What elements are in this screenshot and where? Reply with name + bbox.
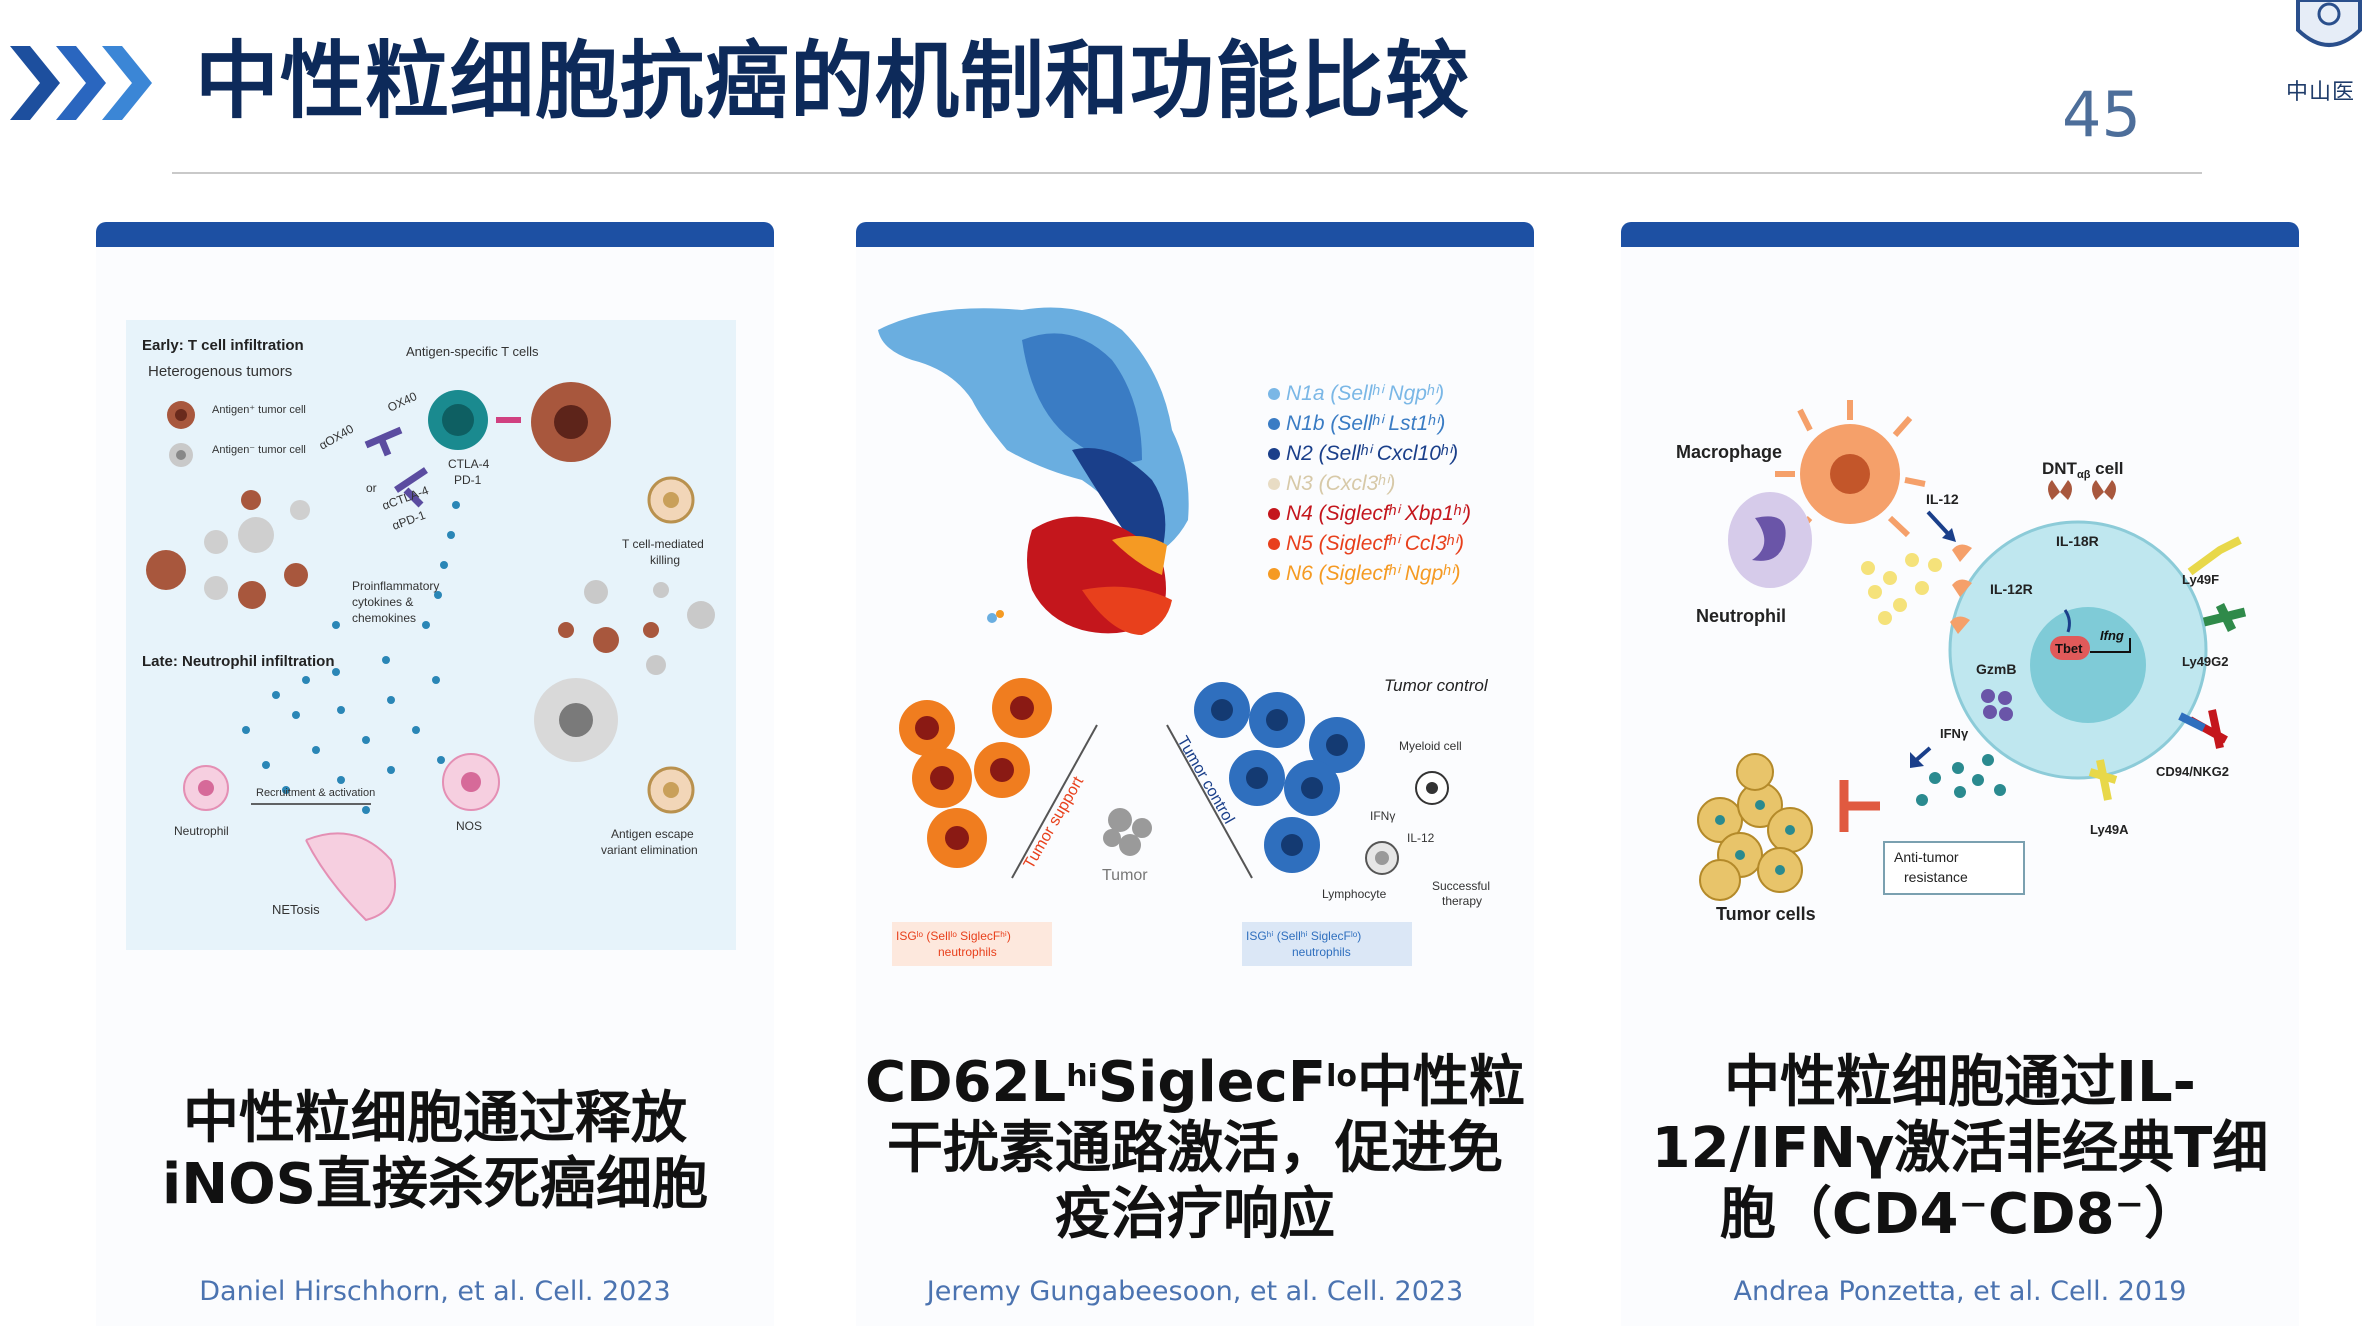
- panel-3-caption: 中性粒细胞通过IL- 12/IFNγ激活非经典T细 胞（CD4⁻CD8⁻）: [1621, 1050, 2299, 1248]
- panel-1-caption: 中性粒细胞通过释放 iNOS直接杀死癌细胞: [96, 1086, 774, 1218]
- fig1-antigen-neg: Antigen⁻ tumor cell: [212, 444, 306, 456]
- fig1-or: or: [366, 481, 377, 495]
- figure-dnt-activation: Macrophage Neutrophil IL-12 Tbet Ifng DN…: [1676, 400, 2247, 924]
- panel-2-caption-line3: 疫治疗响应: [1055, 1182, 1335, 1247]
- panel-2-bar: [856, 222, 1534, 247]
- fig2-isg-hi-l1: ISGʰⁱ (Sellʰⁱ SiglecFˡᵒ): [1246, 929, 1361, 943]
- legend-n2: N2 (Sellʰⁱ Cxcl10ʰⁱ): [1286, 442, 1458, 465]
- fig2-tumor-control-diag: Tumor control: [1174, 734, 1238, 827]
- university-logo: [2296, 0, 2362, 47]
- title-divider: [172, 172, 2202, 174]
- fig1-early-title: Early: T cell infiltration: [142, 337, 304, 354]
- fig1-recruitment: Recruitment & activation: [256, 787, 375, 799]
- panel-3-caption-line1: 中性粒细胞通过IL-: [1724, 1050, 2196, 1115]
- fig2-tumor: Tumor: [1102, 867, 1148, 884]
- fig1-hetero: Heterogenous tumors: [148, 363, 292, 380]
- panel-3-caption-line3: 胞（CD4⁻CD8⁻）: [1719, 1182, 2201, 1247]
- chevron-arrows-icon: [10, 46, 152, 120]
- fig1-cytokines-l3: chemokines: [352, 611, 416, 625]
- fig3-ly49g2: Ly49G2: [2182, 654, 2229, 669]
- panel-2-caption-line2: 干扰素通路激活，促进免: [887, 1116, 1503, 1181]
- fig2-isg-lo-l1: ISGˡᵒ (Sellˡᵒ SiglecFʰⁱ): [896, 929, 1011, 943]
- umap-legend: N1a (Sellʰⁱ Ngpʰⁱ) N1b (Sellʰⁱ Lst1ʰⁱ) N…: [1268, 382, 1471, 585]
- fig3-tbet: Tbet: [2055, 641, 2083, 656]
- panel-2-caption-line1: CD62LhiSiglecFlo中性粒: [865, 1050, 1525, 1115]
- fig2-il12: IL-12: [1407, 831, 1435, 845]
- legend-n1a: N1a (Sellʰⁱ Ngpʰⁱ): [1286, 382, 1444, 405]
- fig1-tcell-killing-l1: T cell-mediated: [622, 537, 704, 551]
- fig3-macrophage: Macrophage: [1676, 442, 1782, 462]
- support-neutrophils: [899, 678, 1052, 868]
- fig3-il12r: IL-12R: [1990, 581, 2033, 597]
- panel-1-caption-line1: 中性粒细胞通过释放: [183, 1086, 687, 1151]
- fig3-ifng: Ifng: [2100, 628, 2124, 643]
- fig2-ifny: IFNγ: [1370, 809, 1395, 823]
- fig1-ctla4: CTLA-4: [448, 457, 490, 471]
- fig1-cytokines-l2: cytokines &: [352, 595, 413, 609]
- fig3-gzmb: GzmB: [1976, 661, 2016, 677]
- logo-text: 中山医: [2286, 80, 2356, 105]
- fig3-ifny: IFNγ: [1940, 726, 1969, 741]
- fig2-isg-lo-l2: neutrophils: [938, 945, 997, 959]
- fig2-therapy-l2: therapy: [1442, 894, 1482, 908]
- fig1-antigen-pos: Antigen⁺ tumor cell: [212, 404, 306, 416]
- fig3-anti-tumor-l1: Anti-tumor: [1894, 849, 1959, 865]
- fig3-il12: IL-12: [1926, 491, 1959, 507]
- control-neutrophils: [1194, 682, 1365, 873]
- panel-2-citation: Jeremy Gungabeesoon, et al. Cell. 2023: [926, 1276, 1464, 1307]
- panel-3-bar: [1621, 222, 2299, 247]
- fig3-cd94: CD94/NKG2: [2156, 764, 2229, 779]
- fig1-netosis: NETosis: [272, 902, 320, 917]
- fig2-lymphocyte: Lymphocyte: [1322, 887, 1387, 901]
- macrophage-cell: [1775, 400, 1926, 538]
- dnt-cell: Tbet Ifng: [1948, 520, 2208, 780]
- panel-3-citation: Andrea Ponzetta, et al. Cell. 2019: [1733, 1276, 2187, 1307]
- legend-n1b: N1b (Sellʰⁱ Lst1ʰⁱ): [1286, 412, 1445, 435]
- fig3-neutrophil: Neutrophil: [1696, 606, 1786, 626]
- fig1-antigen-specific: Antigen-specific T cells: [406, 344, 539, 359]
- panel-2-caption: CD62LhiSiglecFlo中性粒 干扰素通路激活，促进免 疫治疗响应: [856, 1050, 1534, 1248]
- fig3-ly49f: Ly49F: [2182, 572, 2219, 587]
- panel-3-caption-line2: 12/IFNγ激活非经典T细: [1651, 1116, 2269, 1181]
- fig1-escape-l1: Antigen escape: [611, 827, 694, 841]
- fig3-dnt-label: DNTαβ cell: [2042, 459, 2124, 481]
- fig3-anti-tumor-l2: resistance: [1904, 869, 1968, 885]
- fig2-tumor-support: Tumor support: [1021, 773, 1088, 872]
- fig1-cytokines-l1: Proinflammatory: [352, 579, 439, 593]
- fig2-myeloid: Myeloid cell: [1399, 739, 1462, 753]
- panel-1-citation: Daniel Hirschhorn, et al. Cell. 2023: [199, 1276, 671, 1307]
- fig3-tumor-cells: Tumor cells: [1716, 904, 1816, 924]
- legend-n4: N4 (Siglecfʰⁱ Xbp1ʰⁱ): [1286, 502, 1471, 525]
- fig3-il18r: IL-18R: [2056, 533, 2099, 549]
- fig3-ly49a: Ly49A: [2090, 822, 2129, 837]
- fig1-nos: NOS: [456, 819, 482, 833]
- fig1-tcell-killing-l2: killing: [650, 553, 680, 567]
- legend-n3: N3 (Cxcl3ʰⁱ): [1286, 472, 1395, 495]
- legend-n5: N5 (Siglecfʰⁱ Ccl3ʰⁱ): [1286, 532, 1464, 555]
- page-title: 中性粒细胞抗癌的机制和功能比较: [195, 32, 1471, 130]
- panel-1-bar: [96, 222, 774, 247]
- fig1-late-title: Late: Neutrophil infiltration: [142, 653, 335, 670]
- fig2-isg-hi-l2: neutrophils: [1292, 945, 1351, 959]
- figure-inos-mechanism: Early: T cell infiltration Heterogenous …: [126, 320, 736, 950]
- figure-umap-neutrophils: N1a (Sellʰⁱ Ngpʰⁱ) N1b (Sellʰⁱ Lst1ʰⁱ) N…: [878, 307, 1490, 966]
- fig2-therapy-l1: Successful: [1432, 879, 1490, 893]
- fig1-neutrophil: Neutrophil: [174, 824, 229, 838]
- fig2-tumor-control: Tumor control: [1384, 676, 1489, 695]
- panel-1-caption-line2: iNOS直接杀死癌细胞: [162, 1152, 708, 1217]
- page-number: 45: [2062, 78, 2141, 151]
- fig1-escape-l2: variant elimination: [601, 843, 698, 857]
- legend-n6: N6 (Siglecfʰⁱ Ngpʰⁱ): [1286, 562, 1461, 585]
- fig1-pd1: PD-1: [454, 473, 482, 487]
